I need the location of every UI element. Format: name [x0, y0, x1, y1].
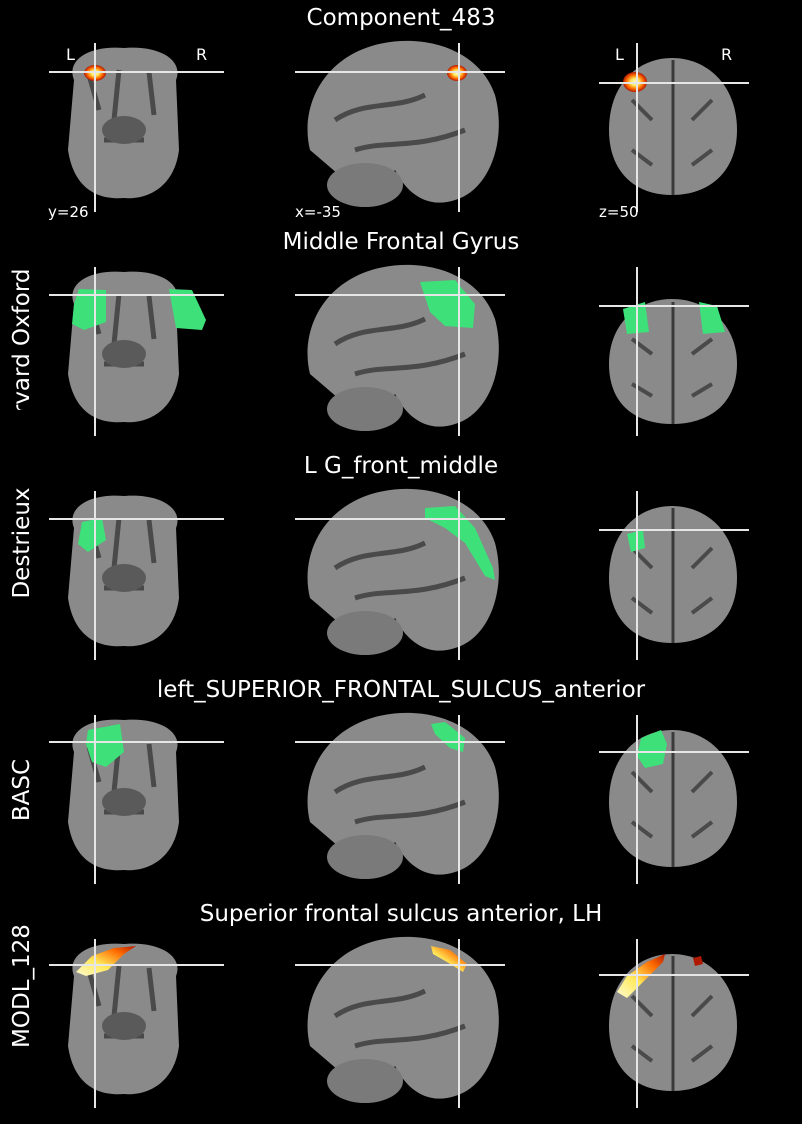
atlas-region: [420, 280, 475, 328]
right-orientation-label: R: [196, 45, 207, 64]
atlas-row-destrieux: L G_front_middle Destrieux: [0, 448, 802, 671]
atlas-side-label: Harvard Oxford: [9, 268, 35, 410]
coronal-coordinate: y=26: [48, 203, 89, 221]
right-orientation-label: R: [721, 45, 732, 64]
axial-view: L R: [599, 43, 749, 212]
atlas-region: [78, 518, 106, 552]
left-orientation-label: L: [615, 45, 624, 64]
atlas-side-label: Destrieux: [9, 487, 35, 599]
atlas-region: [425, 506, 495, 580]
left-orientation-label: L: [66, 45, 75, 64]
sagittal-brain-slice: [307, 488, 499, 655]
atlas-row-basc: left_SUPERIOR_FRONTAL_SULCUS_anterior BA…: [0, 672, 802, 895]
row-title: left_SUPERIOR_FRONTAL_SULCUS_anterior: [156, 677, 646, 703]
side-label-clip: Harvard Oxford: [0, 260, 44, 410]
sagittal-brain-slice: [307, 712, 499, 879]
activation-blob-small: [693, 956, 703, 966]
coronal-view: [49, 267, 224, 436]
atlas-region-right: [169, 289, 206, 330]
row-title: L G_front_middle: [303, 453, 499, 479]
axial-view: [599, 267, 749, 436]
sagittal-view: [295, 264, 505, 436]
row-title: Component_483: [306, 5, 496, 31]
atlas-row-component: Component_483 L R: [0, 0, 802, 223]
coronal-view: [49, 939, 224, 1108]
sagittal-view: [295, 712, 505, 884]
axial-view: [599, 491, 749, 660]
atlas-row-modl: Superior frontal sulcus anterior, LH MOD…: [0, 896, 802, 1119]
row-title: Middle Frontal Gyrus: [282, 229, 520, 255]
axial-brain-slice: [609, 730, 737, 867]
axial-view: [599, 939, 749, 1108]
activation-blob: [76, 946, 136, 976]
coronal-view: L R: [49, 43, 224, 212]
atlas-row-harvard-oxford: Middle Frontal Gyrus Harvard Oxford: [0, 224, 802, 447]
axial-view: [599, 715, 749, 884]
coronal-brain-slice: [68, 47, 179, 199]
sagittal-brain-slice: [307, 264, 499, 431]
sagittal-view: [295, 936, 505, 1108]
axial-brain-slice: [609, 58, 737, 195]
sagittal-coordinate: x=-35: [295, 203, 341, 221]
coronal-view: [49, 491, 224, 660]
sagittal-brain-slice: [307, 936, 499, 1103]
atlas-region-right: [699, 302, 725, 334]
atlas-side-label: MODL_128: [9, 924, 35, 1048]
sagittal-view: [295, 488, 505, 660]
axial-brain-slice: [609, 954, 737, 1091]
atlas-region-left: [72, 289, 106, 330]
atlas-region: [637, 730, 667, 768]
atlas-side-label: BASC: [9, 758, 35, 822]
axial-brain-slice: [609, 506, 737, 643]
sagittal-brain-slice: [307, 40, 499, 207]
coronal-view: [49, 715, 224, 884]
row-title: Superior frontal sulcus anterior, LH: [199, 901, 603, 927]
axial-coordinate: z=50: [599, 203, 639, 221]
sagittal-view: [295, 40, 505, 212]
atlas-region: [431, 722, 465, 752]
